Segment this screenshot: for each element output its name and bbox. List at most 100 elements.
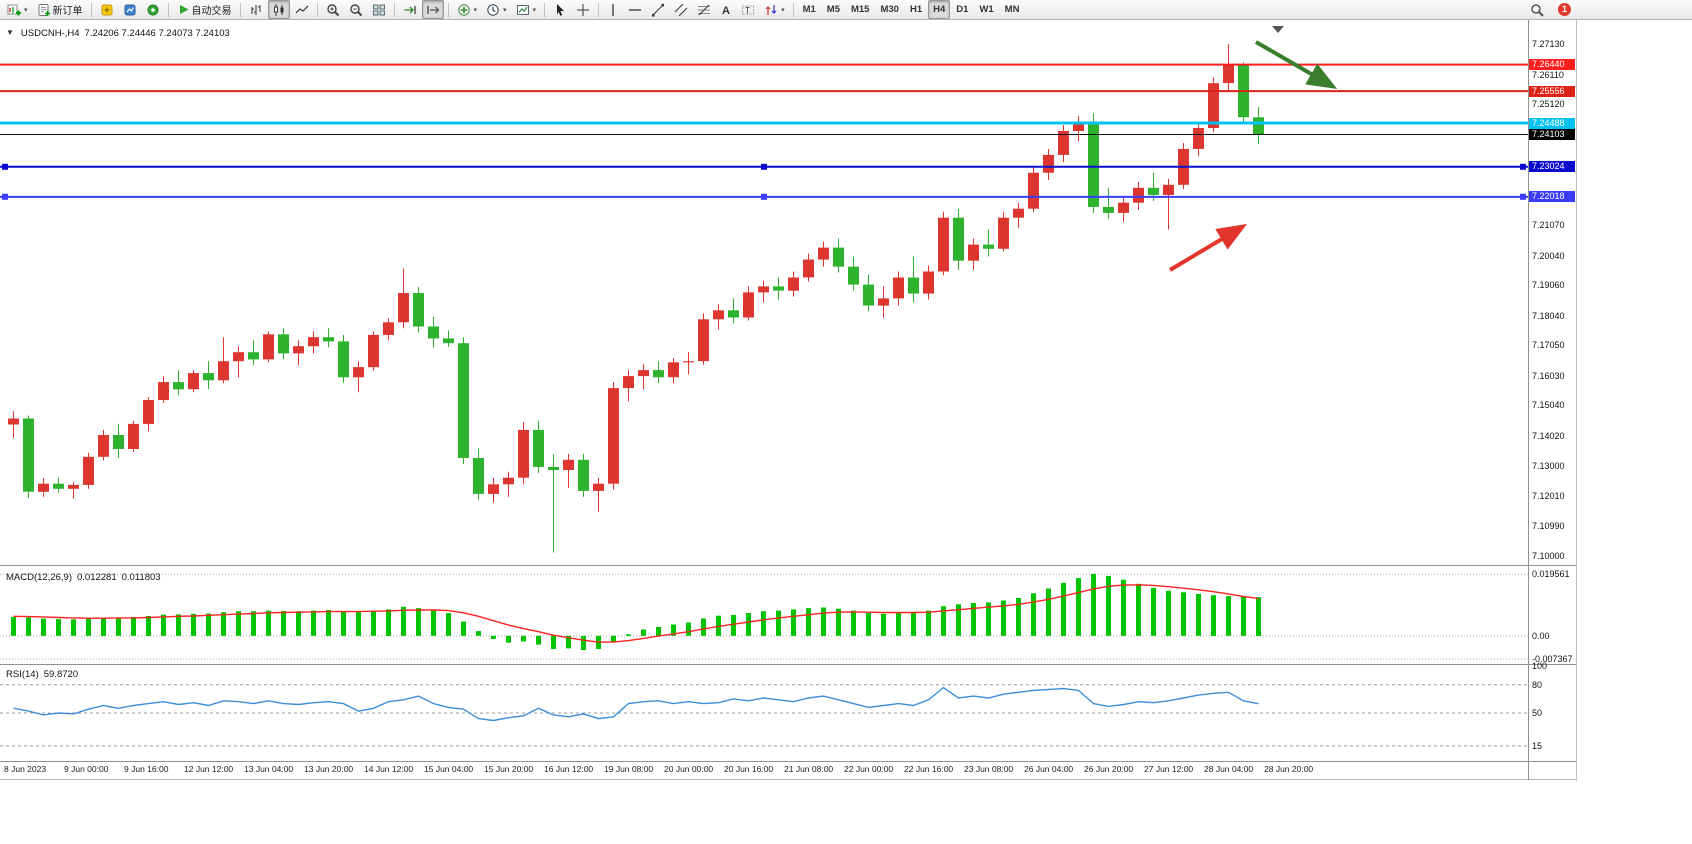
trendline-button[interactable] bbox=[647, 0, 669, 19]
auto-scroll-button[interactable] bbox=[399, 0, 421, 19]
horizontal-line-button[interactable] bbox=[624, 0, 646, 19]
vertical-line-button[interactable] bbox=[603, 0, 623, 19]
rsi-value: 59.8720 bbox=[43, 669, 79, 680]
macd-signal-value: 0.011803 bbox=[121, 572, 161, 583]
signals-button[interactable] bbox=[142, 0, 164, 19]
label-button[interactable]: T bbox=[737, 0, 759, 19]
clock-icon bbox=[487, 3, 499, 16]
chart-shift-button[interactable] bbox=[421, 0, 444, 19]
new-chart-button[interactable]: ▾ bbox=[3, 0, 32, 19]
timeframe-toolbar: M1 M5 M15 M30 H1 H4 D1 W1 MN bbox=[798, 0, 1025, 19]
new-order-button[interactable]: 新订单 bbox=[33, 0, 87, 19]
zoom-in-icon bbox=[326, 3, 339, 16]
toolbar-separator bbox=[544, 2, 546, 17]
candle-chart-button[interactable] bbox=[267, 0, 290, 19]
date-tick: 27 Jun 12:00 bbox=[1144, 764, 1194, 774]
templates-button[interactable]: ▾ bbox=[512, 0, 541, 19]
autotrading-label: 自动交易 bbox=[191, 6, 232, 17]
auto-scroll-icon bbox=[404, 5, 416, 14]
market-icon bbox=[124, 4, 136, 15]
bar-chart-button[interactable] bbox=[245, 0, 267, 19]
toolbar-separator bbox=[393, 2, 395, 17]
price-tick: 7.14020 bbox=[1532, 430, 1565, 441]
timeframe-m1-button[interactable]: M1 bbox=[802, 4, 816, 15]
date-tick: 20 Jun 16:00 bbox=[724, 764, 774, 774]
date-tick: 19 Jun 08:00 bbox=[604, 764, 654, 774]
toolbar-separator bbox=[90, 2, 92, 17]
macd-tick: 0.00 bbox=[1532, 630, 1550, 641]
timeframe-m30-button[interactable]: M30 bbox=[880, 4, 899, 15]
tile-windows-icon bbox=[372, 4, 385, 15]
annotation-arrow bbox=[1168, 223, 1248, 272]
bid-price-tag: 7.24103 bbox=[1529, 129, 1575, 140]
date-tick: 21 Jun 08:00 bbox=[784, 764, 834, 774]
date-tick: 9 Jun 00:00 bbox=[64, 764, 109, 774]
text-button[interactable]: A bbox=[716, 0, 736, 19]
indicators-icon bbox=[457, 3, 470, 16]
date-tick: 8 Jun 2023 bbox=[4, 764, 47, 774]
fibonacci-button[interactable] bbox=[693, 0, 715, 19]
new-order-label: 新订单 bbox=[52, 6, 83, 17]
channel-button[interactable] bbox=[670, 0, 692, 19]
zoom-in-button[interactable] bbox=[322, 0, 344, 19]
arrows-button[interactable]: ▾ bbox=[760, 0, 789, 19]
price-tick: 7.25120 bbox=[1532, 99, 1565, 110]
market-button[interactable] bbox=[119, 0, 141, 19]
rsi-tick: 50 bbox=[1532, 708, 1543, 718]
date-tick: 22 Jun 00:00 bbox=[844, 764, 894, 774]
candles bbox=[8, 44, 1264, 553]
zoom-out-button[interactable] bbox=[345, 0, 367, 19]
timeframe-d1-button[interactable]: D1 bbox=[956, 4, 969, 15]
chart-canvas[interactable] bbox=[0, 20, 1576, 780]
periods-button[interactable]: ▾ bbox=[482, 0, 511, 19]
notification-badge[interactable]: 1 bbox=[1558, 3, 1571, 16]
date-tick: 15 Jun 20:00 bbox=[484, 764, 534, 774]
macd-header: MACD(12,26,9) 0.012281 0.011803 bbox=[6, 572, 161, 583]
date-tick: 23 Jun 08:00 bbox=[964, 764, 1014, 774]
rsi-tick: 100 bbox=[1532, 661, 1548, 671]
price-tick: 7.27130 bbox=[1532, 39, 1565, 50]
rsi-name: RSI(14) bbox=[6, 669, 39, 680]
macd-tick: -0.007367 bbox=[1532, 654, 1573, 665]
autotrading-button[interactable]: 自动交易 bbox=[173, 0, 236, 19]
timeframe-w1-button[interactable]: W1 bbox=[979, 4, 994, 15]
symbol-ohlc-header: ▼ USDCNH-,H4 7.24206 7.24446 7.24073 7.2… bbox=[6, 28, 230, 39]
price-tick: 7.26110 bbox=[1532, 69, 1564, 80]
horizontal-line-icon bbox=[629, 8, 642, 11]
toolbar-separator bbox=[447, 2, 449, 17]
date-tick: 15 Jun 04:00 bbox=[424, 764, 474, 774]
price-tick: 7.16030 bbox=[1532, 370, 1565, 381]
timeframe-mn-button[interactable]: MN bbox=[1004, 4, 1020, 15]
toolbar-separator bbox=[167, 2, 169, 17]
svg-text:T: T bbox=[745, 6, 750, 15]
line-chart-button[interactable] bbox=[291, 0, 313, 19]
date-tick: 12 Jun 12:00 bbox=[184, 764, 234, 774]
date-tick: 14 Jun 12:00 bbox=[364, 764, 414, 774]
tile-windows-button[interactable] bbox=[368, 0, 390, 19]
toolbar-separator bbox=[316, 2, 318, 17]
date-tick: 26 Jun 04:00 bbox=[1024, 764, 1074, 774]
toolbar: ▾ 新订单 bbox=[0, 0, 1692, 20]
price-tag: 7.24488 bbox=[1529, 117, 1575, 129]
timeframe-h1-button[interactable]: H1 bbox=[909, 4, 923, 15]
svg-text:A: A bbox=[722, 5, 730, 17]
text-icon: A bbox=[722, 5, 730, 17]
one-click-trading-arrow-icon[interactable]: ▼ bbox=[6, 28, 14, 37]
indicators-button[interactable]: ▾ bbox=[453, 0, 482, 19]
metaeditor-button[interactable] bbox=[96, 0, 118, 19]
chart-window: ▼ USDCNH-,H4 7.24206 7.24446 7.24073 7.2… bbox=[0, 20, 1577, 781]
chevron-down-icon: ▾ bbox=[781, 6, 785, 14]
search-button[interactable] bbox=[1526, 0, 1548, 19]
symbol-timeframe: USDCNH-,H4 bbox=[20, 28, 80, 39]
price-tick: 7.21070 bbox=[1532, 220, 1565, 231]
timeframe-h4-button[interactable]: H4 bbox=[928, 0, 951, 19]
fibonacci-icon bbox=[698, 4, 711, 15]
price-tag: 7.22018 bbox=[1529, 191, 1575, 203]
cursor-button[interactable] bbox=[549, 0, 571, 19]
macd-name: MACD(12,26,9) bbox=[6, 572, 72, 583]
timeframe-m5-button[interactable]: M5 bbox=[826, 4, 840, 15]
timeframe-m15-button[interactable]: M15 bbox=[850, 4, 870, 15]
date-tick: 26 Jun 20:00 bbox=[1084, 764, 1134, 774]
crosshair-button[interactable] bbox=[572, 0, 594, 19]
toolbar-separator bbox=[792, 2, 794, 17]
